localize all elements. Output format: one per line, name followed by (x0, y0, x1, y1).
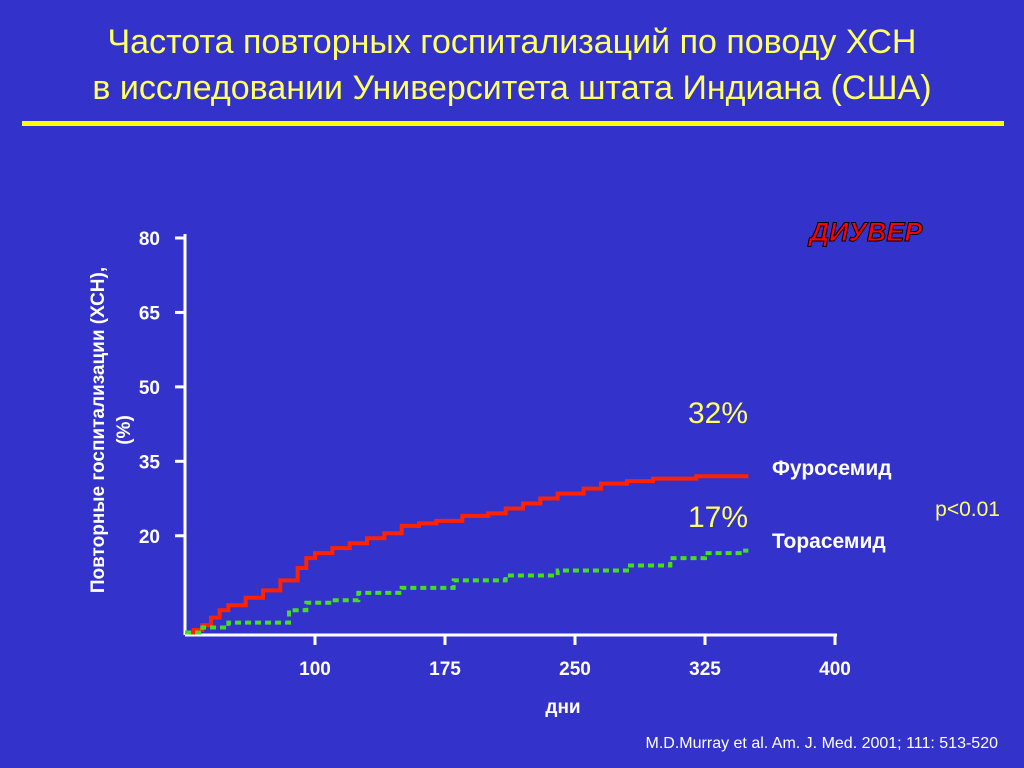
series-label-furosemide: Фуросемид (772, 457, 892, 480)
y-tick-label: 65 (139, 303, 161, 324)
end-percent-furosemide: 32% (688, 397, 748, 430)
series-line-furosemide (185, 474, 749, 635)
x-tick-label: 400 (819, 659, 851, 680)
y-tick-label: 35 (139, 452, 161, 473)
p-value-label: p<0.01 (935, 498, 1000, 521)
chart-ticks: 20 35 50 65 80 100 175 250 325 400 (139, 229, 851, 680)
y-axis-label: Повторные госпитализации (ХСН), (%) (88, 267, 135, 593)
y-tick-label: 50 (139, 378, 160, 399)
x-tick-label: 100 (299, 659, 331, 680)
series-line-torasemide (185, 548, 749, 635)
title-underline (22, 121, 1004, 126)
brand-label: ДИУВЕР (808, 217, 924, 247)
series-label-torasemide: Торасемид (772, 530, 886, 553)
x-tick-label: 175 (429, 659, 461, 680)
y-tick-label: 80 (139, 229, 160, 250)
end-percent-torasemide: 17% (688, 501, 748, 534)
x-tick-label: 325 (689, 659, 721, 680)
y-tick-label: 20 (139, 527, 160, 548)
slide-title-line-1: Частота повторных госпитализаций по пово… (107, 23, 917, 61)
slide-title-line-2: в исследовании Университета штата Индиан… (92, 69, 932, 107)
chart-series (185, 474, 749, 635)
x-axis-label: дни (545, 697, 580, 718)
chart-axes (183, 234, 837, 637)
x-tick-label: 250 (559, 659, 591, 680)
chart-labels: дни Повторные госпитализации (ХСН), (%) Фур… (88, 217, 1000, 719)
citation: M.D.Murray et al. Am. J. Med. 2001; 111:… (645, 735, 998, 752)
